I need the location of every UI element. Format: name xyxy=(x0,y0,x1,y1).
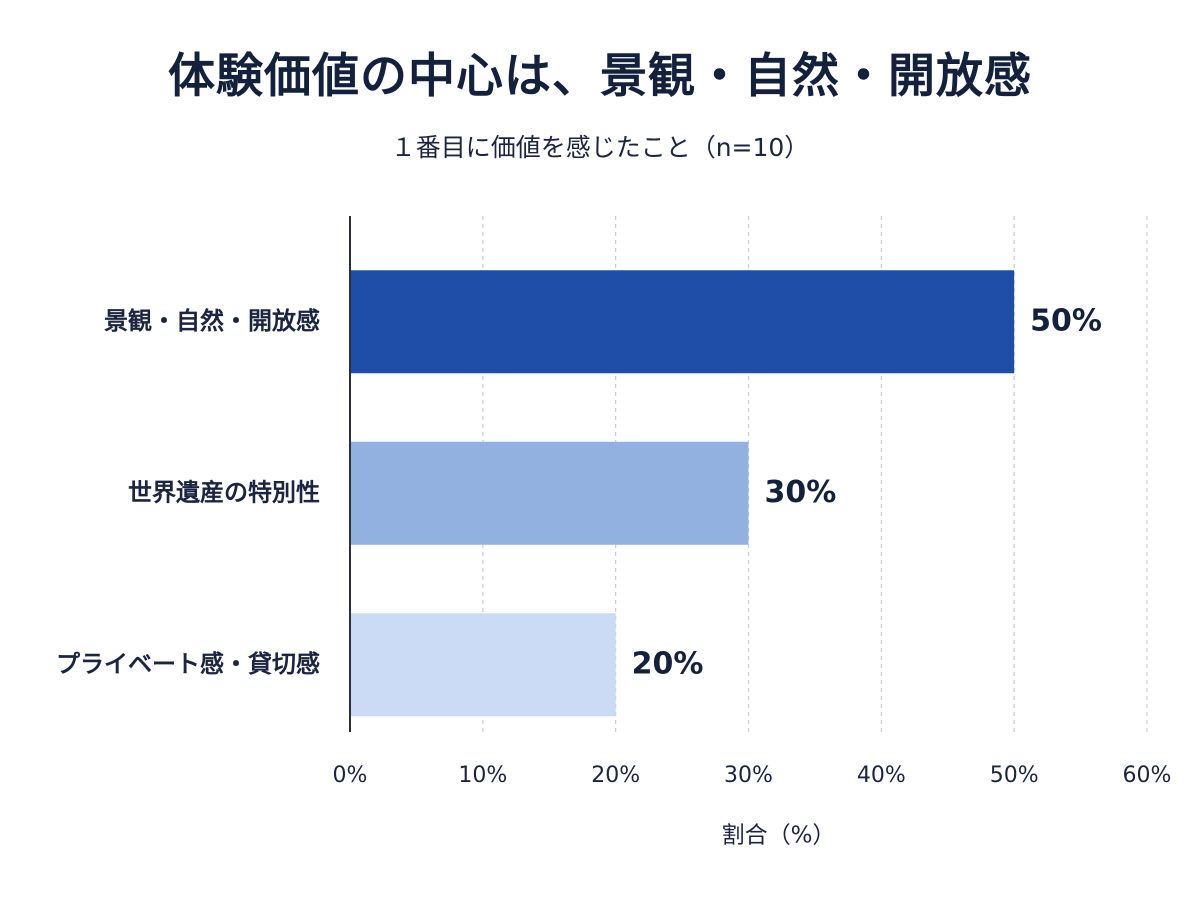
bar xyxy=(350,613,616,717)
category-label: プライベート感・貸切感 xyxy=(56,650,320,678)
x-tick-label: 30% xyxy=(724,763,773,788)
x-tick-label: 20% xyxy=(591,763,640,788)
bar xyxy=(350,441,749,545)
chart-subtitle: １番目に価値を感じたこと（n=10） xyxy=(390,133,810,162)
value-labels: 50% 30% 20% xyxy=(632,303,1102,681)
x-tick-label: 40% xyxy=(857,763,906,788)
x-tick-label: 60% xyxy=(1123,763,1172,788)
bars xyxy=(350,270,1015,717)
category-label: 景観・自然・開放感 xyxy=(104,307,320,335)
x-tick-label: 0% xyxy=(333,763,368,788)
x-tick-label: 10% xyxy=(458,763,507,788)
x-tick-label: 50% xyxy=(990,763,1039,788)
category-label: 世界遺産の特別性 xyxy=(128,478,320,506)
value-label: 50% xyxy=(1030,303,1102,338)
value-label: 30% xyxy=(765,475,837,510)
bar xyxy=(350,270,1015,374)
chart-title: 体験価値の中心は、景観・自然・開放感 xyxy=(168,49,1032,104)
x-axis-title: 割合（%） xyxy=(722,823,836,849)
x-tick-labels: 0% 10% 20% 30% 40% 50% 60% xyxy=(333,763,1172,788)
value-label: 20% xyxy=(632,646,704,681)
